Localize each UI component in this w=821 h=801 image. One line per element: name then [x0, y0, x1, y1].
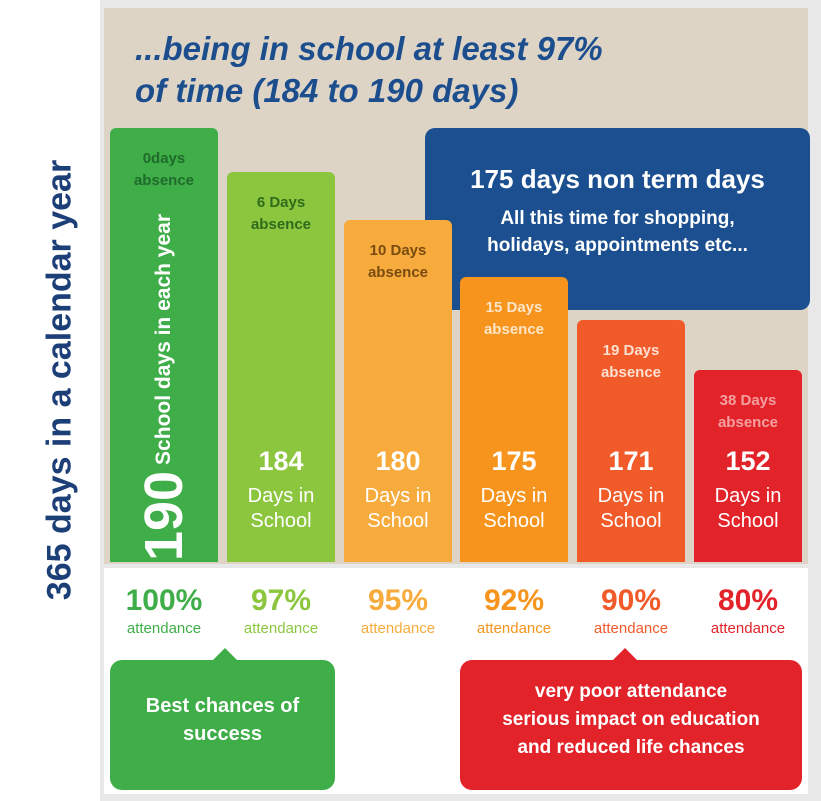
- callout-line: All this time for shopping,: [500, 208, 735, 229]
- attendance-label: attendance: [126, 620, 202, 637]
- note-line: Best chances of: [145, 695, 300, 717]
- title: ...being in school at least 97% of time …: [135, 28, 603, 112]
- bar: 6 Days absence 184 Days in School: [227, 172, 335, 562]
- attendance-label: attendance: [476, 620, 552, 637]
- title-line: of time (184 to 190 days): [135, 72, 519, 109]
- attendance-label: attendance: [243, 620, 319, 637]
- left-panel: [0, 0, 100, 801]
- absence-label: 15 Days absence: [483, 299, 545, 338]
- rotated-label: 190 School days in each year: [133, 213, 195, 562]
- bar: 0days absence 190 School days in each year: [110, 128, 218, 562]
- bar: 15 Days absence 175 Days in School: [460, 277, 568, 562]
- note-line: success: [183, 723, 262, 745]
- note: Best chances of success: [110, 660, 335, 790]
- callout-body: All this time for shopping, holidays, ap…: [425, 205, 810, 259]
- title-line: ...being in school at least 97%: [135, 30, 603, 67]
- bar: 38 Days absence 152 Days in School: [694, 370, 802, 562]
- days-label: Days in School: [714, 485, 782, 532]
- absence-label: 6 Days absence: [250, 194, 312, 233]
- note-pointer: [611, 648, 639, 662]
- days-number: 152: [725, 446, 771, 476]
- attendance-percent: 95%: [367, 584, 429, 617]
- absence-label: 0days absence: [133, 150, 195, 189]
- attendance-percent: 100%: [125, 584, 203, 617]
- pointer-shape: [611, 648, 639, 662]
- absence-label: 19 Days absence: [600, 342, 662, 381]
- days-label: Days in School: [364, 485, 432, 532]
- note: very poor attendance serious impact on ed…: [460, 660, 802, 790]
- attendance-percent: 80%: [717, 584, 779, 617]
- note-line: very poor attendance: [534, 681, 728, 702]
- absence-label: 38 Days absence: [717, 392, 779, 431]
- note-line: and reduced life chances: [517, 737, 745, 758]
- callout-line: holidays, appointments etc...: [487, 235, 748, 256]
- days-label: Days in School: [480, 485, 548, 532]
- bar: 19 Days absence 171 Days in School: [577, 320, 685, 562]
- attendance-label: attendance: [710, 620, 786, 637]
- days-number: 184: [258, 446, 304, 476]
- attendance-label: attendance: [360, 620, 436, 637]
- days-number: 175: [491, 446, 537, 476]
- days-label: School days in each year: [152, 213, 175, 465]
- bar: 10 Days absence 180 Days in School: [344, 220, 452, 562]
- note-line: serious impact on education: [502, 709, 760, 730]
- note-pointer: [211, 648, 239, 662]
- attendance-percent: 90%: [600, 584, 662, 617]
- days-number: 190: [134, 470, 194, 562]
- attendance-percent: 97%: [250, 584, 312, 617]
- attendance-percent: 92%: [483, 584, 545, 617]
- side-label: 365 days in a calendar year: [40, 159, 79, 601]
- days-number: 180: [375, 446, 421, 476]
- absence-label: 10 Days absence: [367, 242, 429, 281]
- days-label: Days in School: [247, 485, 315, 532]
- days-label: Days in School: [597, 485, 665, 532]
- pointer-shape: [211, 648, 239, 662]
- days-number: 171: [608, 446, 654, 476]
- attendance-label: attendance: [593, 620, 669, 637]
- callout-title: 175 days non term days: [470, 164, 765, 194]
